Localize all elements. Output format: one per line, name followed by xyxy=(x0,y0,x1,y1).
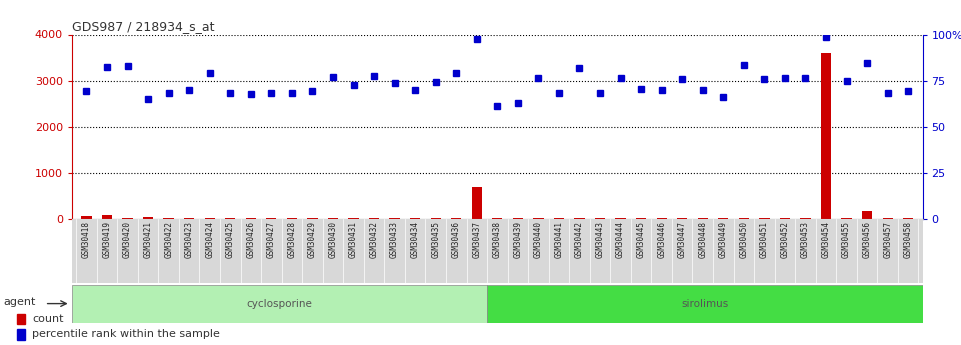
Text: GSM30418: GSM30418 xyxy=(82,221,91,258)
Bar xyxy=(143,217,153,219)
Text: GSM30423: GSM30423 xyxy=(185,221,194,258)
Text: GSM30442: GSM30442 xyxy=(575,221,584,258)
Bar xyxy=(431,218,441,219)
Bar xyxy=(801,218,810,219)
Text: GDS987 / 218934_s_at: GDS987 / 218934_s_at xyxy=(72,20,214,33)
Text: GSM30419: GSM30419 xyxy=(103,221,111,258)
Text: GSM30454: GSM30454 xyxy=(822,221,830,258)
Text: GSM30455: GSM30455 xyxy=(842,221,851,258)
Bar xyxy=(575,218,584,219)
Text: GSM30425: GSM30425 xyxy=(226,221,234,258)
Text: GSM30444: GSM30444 xyxy=(616,221,625,258)
Bar xyxy=(487,285,923,323)
Bar xyxy=(72,285,487,323)
Text: GSM30436: GSM30436 xyxy=(452,221,460,258)
Text: GSM30446: GSM30446 xyxy=(657,221,666,258)
Text: GSM30438: GSM30438 xyxy=(493,221,502,258)
Text: sirolimus: sirolimus xyxy=(681,299,728,308)
Text: GSM30437: GSM30437 xyxy=(472,221,481,258)
Bar xyxy=(266,218,277,219)
Bar xyxy=(739,218,749,219)
Text: GSM30435: GSM30435 xyxy=(431,221,440,258)
Bar xyxy=(595,218,605,219)
Bar xyxy=(349,218,358,219)
Text: GSM30457: GSM30457 xyxy=(883,221,892,258)
Bar xyxy=(308,218,317,219)
Text: GSM30448: GSM30448 xyxy=(699,221,707,258)
Text: GSM30427: GSM30427 xyxy=(267,221,276,258)
Bar xyxy=(903,218,913,219)
Text: GSM30443: GSM30443 xyxy=(596,221,604,258)
Bar xyxy=(656,218,667,219)
Bar xyxy=(185,218,194,219)
Bar xyxy=(328,218,338,219)
Bar xyxy=(759,218,770,219)
Text: GSM30450: GSM30450 xyxy=(739,221,749,258)
Text: GSM30422: GSM30422 xyxy=(164,221,173,258)
Text: GSM30420: GSM30420 xyxy=(123,221,132,258)
Text: GSM30434: GSM30434 xyxy=(410,221,420,258)
Text: GSM30456: GSM30456 xyxy=(863,221,872,258)
Bar xyxy=(17,329,25,340)
Text: GSM30453: GSM30453 xyxy=(801,221,810,258)
Bar xyxy=(862,211,873,219)
Bar xyxy=(410,218,420,219)
Bar xyxy=(554,218,564,219)
Bar xyxy=(636,218,646,219)
Bar xyxy=(472,187,481,219)
Bar xyxy=(369,218,380,219)
Bar xyxy=(698,218,708,219)
Text: GSM30428: GSM30428 xyxy=(287,221,296,258)
Text: GSM30433: GSM30433 xyxy=(390,221,399,258)
Bar xyxy=(451,218,461,219)
Bar xyxy=(17,314,25,324)
Text: GSM30452: GSM30452 xyxy=(780,221,789,258)
Text: GSM30424: GSM30424 xyxy=(206,221,214,258)
Text: GSM30458: GSM30458 xyxy=(903,221,913,258)
Bar xyxy=(882,218,893,219)
Text: GSM30449: GSM30449 xyxy=(719,221,727,258)
Bar xyxy=(389,218,400,219)
Text: GSM30440: GSM30440 xyxy=(534,221,543,258)
Text: GSM30431: GSM30431 xyxy=(349,221,358,258)
Bar xyxy=(163,218,174,219)
Text: GSM30451: GSM30451 xyxy=(760,221,769,258)
Text: cyclosporine: cyclosporine xyxy=(247,299,312,308)
Text: GSM30445: GSM30445 xyxy=(636,221,646,258)
Text: agent: agent xyxy=(4,297,36,307)
Bar xyxy=(842,218,851,219)
Bar xyxy=(492,218,503,219)
Bar xyxy=(821,53,831,219)
Text: GSM30430: GSM30430 xyxy=(329,221,337,258)
Bar xyxy=(678,218,687,219)
Bar xyxy=(122,218,133,219)
Bar xyxy=(779,218,790,219)
Bar xyxy=(246,218,256,219)
Text: GSM30447: GSM30447 xyxy=(678,221,687,258)
Bar xyxy=(615,218,626,219)
Text: GSM30432: GSM30432 xyxy=(370,221,379,258)
Bar xyxy=(533,218,544,219)
Bar xyxy=(205,218,215,219)
Bar xyxy=(286,218,297,219)
Bar xyxy=(718,218,728,219)
Text: GSM30441: GSM30441 xyxy=(554,221,563,258)
Bar xyxy=(102,215,112,219)
Text: count: count xyxy=(33,314,64,324)
Bar xyxy=(513,218,523,219)
Bar xyxy=(225,218,235,219)
Bar xyxy=(82,216,91,219)
Text: GSM30439: GSM30439 xyxy=(513,221,523,258)
Text: GSM30426: GSM30426 xyxy=(246,221,256,258)
Text: percentile rank within the sample: percentile rank within the sample xyxy=(33,329,220,339)
Text: GSM30429: GSM30429 xyxy=(308,221,317,258)
Text: GSM30421: GSM30421 xyxy=(143,221,153,258)
